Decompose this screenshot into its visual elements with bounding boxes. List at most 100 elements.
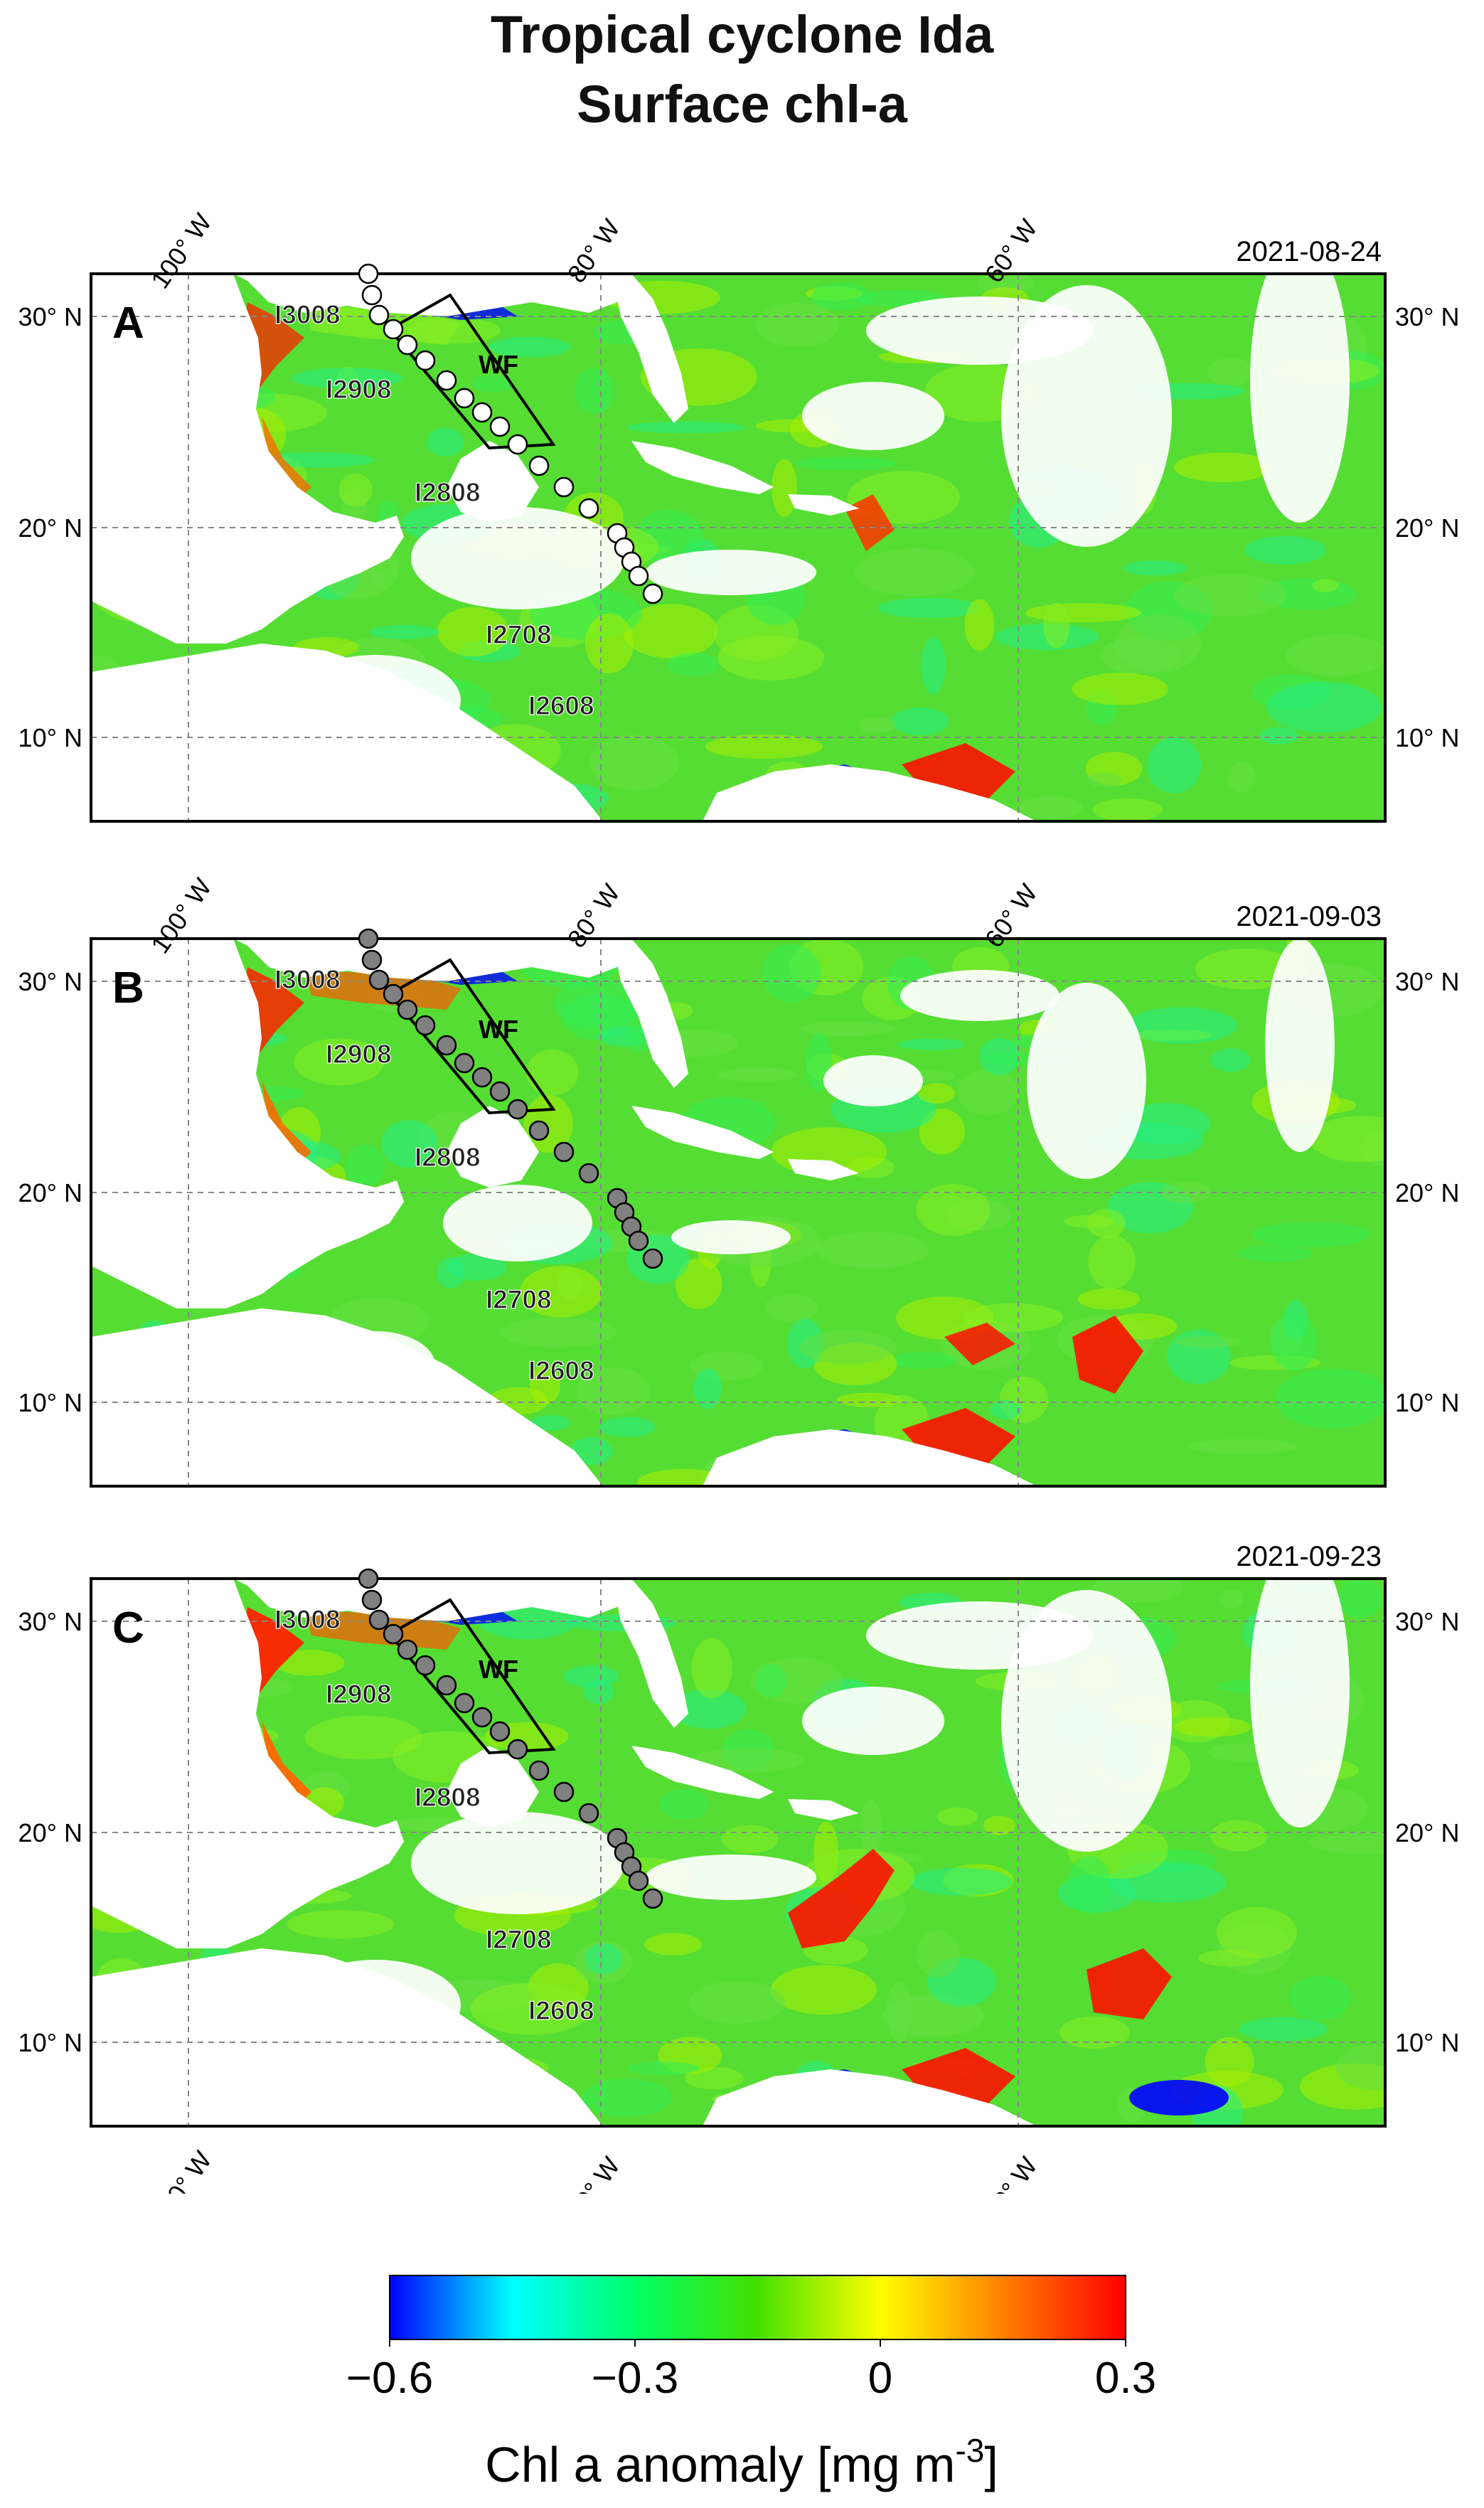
colorbar: −0.6 −0.3 0 0.3 Chl a anomaly [mg m-3] — [0, 2268, 1484, 2504]
track-point — [528, 1120, 550, 1141]
lat-tick-label-left: 20° N — [18, 1178, 82, 1207]
lat-tick-label-right: 10° N — [1395, 723, 1459, 752]
track-point — [361, 949, 383, 971]
track-point — [489, 1721, 511, 1742]
graticule — [91, 274, 1385, 821]
track-point — [436, 370, 457, 391]
lon-tick-label: 100° W — [145, 2146, 218, 2194]
track-point — [397, 999, 418, 1020]
track-point — [368, 969, 390, 991]
track-point — [368, 1609, 390, 1631]
land-mask — [91, 274, 1385, 821]
track-point — [489, 1081, 511, 1102]
track-point — [415, 1015, 436, 1036]
track-day-label: I2808 — [415, 478, 481, 507]
colorbar-svg: −0.6 −0.3 0 0.3 Chl a anomaly [mg m-3] — [346, 2275, 1156, 2492]
lat-tick-label-left: 10° N — [18, 2028, 82, 2057]
track-point — [553, 1141, 575, 1163]
wf-box-label: WF — [479, 350, 518, 379]
figure-title-line2: Surface chl-a — [577, 75, 907, 134]
track-point — [642, 583, 663, 604]
lat-tick-label-left: 10° N — [18, 1388, 82, 1417]
track-point — [553, 1781, 575, 1803]
panel-letter: B — [112, 964, 144, 1013]
colorbar-tick-label: 0 — [868, 2354, 892, 2403]
panel-letter: A — [112, 299, 144, 348]
track-day-label: I2708 — [486, 620, 552, 649]
map-panel-c: C 2021-09-23 100° W 80° W 60° W 30° N 30° N 20°… — [0, 1525, 1484, 2231]
track-point — [507, 1099, 528, 1120]
track-point — [471, 1067, 493, 1088]
map-frame — [90, 937, 1387, 1488]
track-day-label: I2808 — [415, 1143, 481, 1172]
track-point — [397, 1639, 418, 1660]
track-point — [578, 1803, 599, 1824]
lat-tick-label-right: 20° N — [1395, 513, 1459, 543]
colorbar-tick-label: −0.3 — [592, 2354, 678, 2403]
track-point — [383, 983, 404, 1005]
track-point — [628, 565, 649, 587]
track-point — [368, 304, 390, 326]
colorbar-tick-label: −0.6 — [346, 2354, 433, 2403]
track-point — [578, 1163, 599, 1184]
land-mask — [91, 1579, 1385, 2126]
track-point — [415, 1655, 436, 1676]
track-day-label: I2608 — [528, 691, 594, 720]
track-point — [358, 928, 379, 949]
lat-tick-label-right: 10° N — [1395, 2028, 1459, 2057]
lat-tick-label-left: 30° N — [18, 967, 82, 996]
colorbar-tick-label: 0.3 — [1095, 2354, 1156, 2403]
lat-tick-label-left: 10° N — [18, 723, 82, 752]
track-point — [528, 1760, 550, 1781]
colorbar-gradient — [389, 2275, 1126, 2340]
graticule — [91, 939, 1385, 1486]
lat-tick-label-right: 20° N — [1395, 1178, 1459, 1207]
track-point — [454, 1052, 475, 1074]
track-point — [642, 1888, 663, 1909]
figure-title-line1: Tropical cyclone Ida — [490, 5, 994, 64]
track-point — [397, 334, 418, 356]
track-day-label: I3008 — [274, 1605, 341, 1634]
wf-box-label: WF — [479, 1015, 518, 1044]
wf-box — [387, 1598, 556, 1755]
map-panel-b: B 2021-09-03 100° W 80° W 60° W 30° N 30° N 20°… — [0, 871, 1484, 1540]
lat-tick-label-left: 20° N — [18, 1818, 82, 1847]
lat-tick-label-left: 20° N — [18, 513, 82, 543]
track-point — [358, 263, 379, 284]
track-point — [454, 1692, 475, 1714]
track-point — [471, 1707, 493, 1728]
track-point — [528, 455, 550, 476]
map-panel-a: A 2021-08-24 100° W 80° W 60° W 30° N 30° N 20°… — [0, 206, 1484, 875]
lon-tick-label: 80° W — [562, 2152, 626, 2194]
track-point — [489, 416, 511, 437]
lat-tick-label-right: 10° N — [1395, 1388, 1459, 1417]
track-day-label: I2908 — [326, 1680, 392, 1709]
track-point — [361, 284, 383, 306]
panel-date: 2021-09-23 — [1236, 1541, 1382, 1572]
track-day-label: I2608 — [528, 1356, 594, 1385]
track-day-label: I2608 — [528, 1996, 594, 2025]
track-point — [578, 498, 599, 519]
track-point — [358, 1568, 379, 1589]
wf-box-label: WF — [479, 1655, 518, 1684]
track-point — [642, 1248, 663, 1269]
lat-tick-label-right: 20° N — [1395, 1818, 1459, 1847]
track-day-label: I2808 — [415, 1783, 481, 1812]
map-svg: C 2021-09-23 100° W 80° W 60° W 30° N 30° N 20°… — [18, 1541, 1460, 2231]
track-point — [383, 1623, 404, 1645]
map-frame — [90, 1577, 1387, 2128]
lon-tick-label: 60° W — [979, 2152, 1043, 2194]
panel-date: 2021-09-03 — [1236, 901, 1382, 932]
storm-track — [358, 1568, 663, 1909]
track-point — [471, 402, 493, 423]
track-point — [628, 1870, 649, 1891]
lat-tick-label-left: 30° N — [18, 1607, 82, 1636]
track-point — [553, 476, 575, 498]
lat-tick-label-right: 30° N — [1395, 1607, 1459, 1636]
track-point — [383, 319, 404, 340]
track-day-label: I3008 — [274, 965, 341, 994]
colorbar-title: Chl a anomaly [mg m-3] — [485, 2432, 998, 2492]
lat-tick-label-left: 30° N — [18, 302, 82, 331]
